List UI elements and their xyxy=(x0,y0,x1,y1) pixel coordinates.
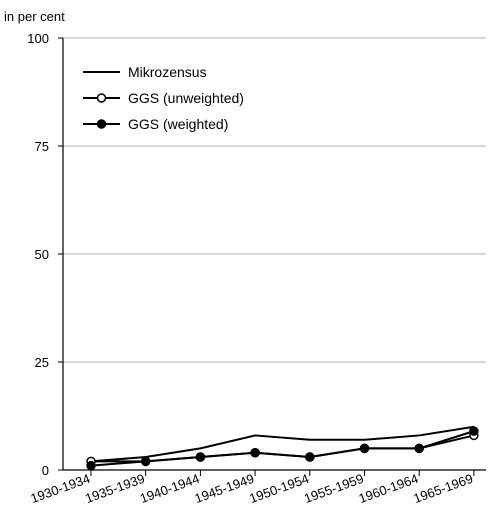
x-tick-label: 1965-1969 xyxy=(411,471,475,506)
data-point xyxy=(86,460,96,471)
series-line-2 xyxy=(90,430,475,467)
x-tick-label: 1940-1944 xyxy=(138,471,202,506)
data-point xyxy=(250,447,260,458)
x-tick-label: 1930-1934 xyxy=(28,471,92,506)
data-point xyxy=(469,426,479,436)
x-tick-label: 1950-1954 xyxy=(247,471,311,506)
legend-label: GGS (unweighted) xyxy=(128,90,244,106)
data-point xyxy=(359,443,370,454)
legend-label: Mikrozensus xyxy=(128,64,207,80)
x-tick-labels: 1930-19341935-19391940-19441945-19491950… xyxy=(28,471,474,506)
y-tick-label: 25 xyxy=(35,355,49,370)
legend: Mikrozensus GGS (unweighted) GGS (weighted… xyxy=(83,64,244,132)
gridlines xyxy=(63,37,486,363)
legend-marker xyxy=(96,119,107,129)
legend-marker xyxy=(96,93,107,103)
x-tick-label: 1955-1959 xyxy=(302,471,366,506)
y-tick-label: 0 xyxy=(42,463,49,478)
series-lines xyxy=(86,425,479,471)
y-tick-labels: 0 25 50 75 100 xyxy=(27,31,49,478)
x-tick-label: 1945-1949 xyxy=(193,471,257,506)
y-tick-label: 100 xyxy=(27,31,49,46)
x-tick-label: 1960-1964 xyxy=(357,471,421,506)
data-point xyxy=(140,456,151,467)
x-tick-label: 1935-1939 xyxy=(83,471,147,506)
legend-label: GGS (weighted) xyxy=(128,116,228,132)
data-point xyxy=(195,452,206,462)
y-tick-label: 75 xyxy=(35,139,49,154)
y-tick-label: 50 xyxy=(35,247,49,262)
data-point xyxy=(414,443,424,454)
y-axis-label: in per cent xyxy=(4,9,65,24)
series-line-0 xyxy=(90,425,475,463)
data-point xyxy=(305,452,315,462)
axes xyxy=(58,37,486,476)
